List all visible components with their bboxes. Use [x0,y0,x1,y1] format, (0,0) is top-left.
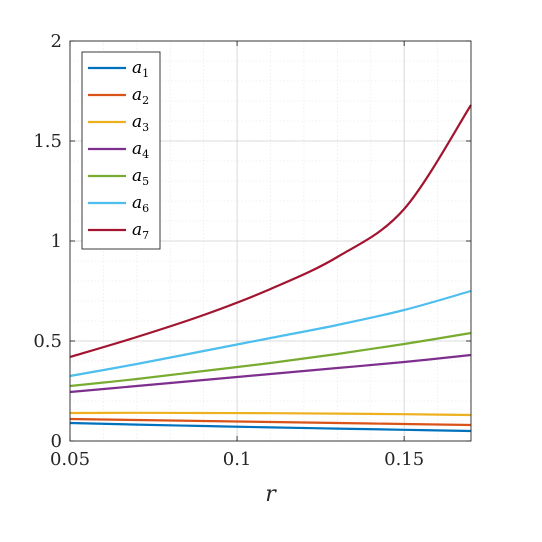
ticks: 0.05 0.1 0.15 0 0.5 1 1.5 2 [33,31,471,470]
legend-label-a4: a4 [132,139,149,161]
y-tick-label: 1 [51,231,62,252]
legend-label-a2: a2 [132,85,149,107]
y-tick-label: 2 [51,31,62,52]
legend-label-a3: a3 [132,112,149,134]
x-axis-label: r [265,482,277,507]
legend-label-a1: a1 [132,58,149,80]
series-line-a4 [69,353,472,394]
legend-label-a6: a6 [132,193,149,215]
x-tick-label: 0.05 [50,449,90,470]
x-tick-label: 0.1 [223,449,252,470]
series-group [69,104,472,433]
series-line-a2 [69,417,472,427]
legend-label-a7: a7 [132,220,149,242]
series-line-a1 [69,421,472,433]
y-tick-label: 0.5 [33,331,62,352]
x-tick-label: 0.15 [384,449,424,470]
y-tick-label: 0 [51,431,62,452]
y-tick-label: 1.5 [33,131,62,152]
legend-label-a5: a5 [132,166,149,188]
legend-box [81,51,161,250]
legend: a1 a2 a3 a4 a5 a6 a7 [81,51,161,250]
series-line-a7 [69,104,472,359]
series-line-a6 [69,289,472,378]
series-line-a5 [69,331,472,388]
series-line-a3 [69,411,472,417]
